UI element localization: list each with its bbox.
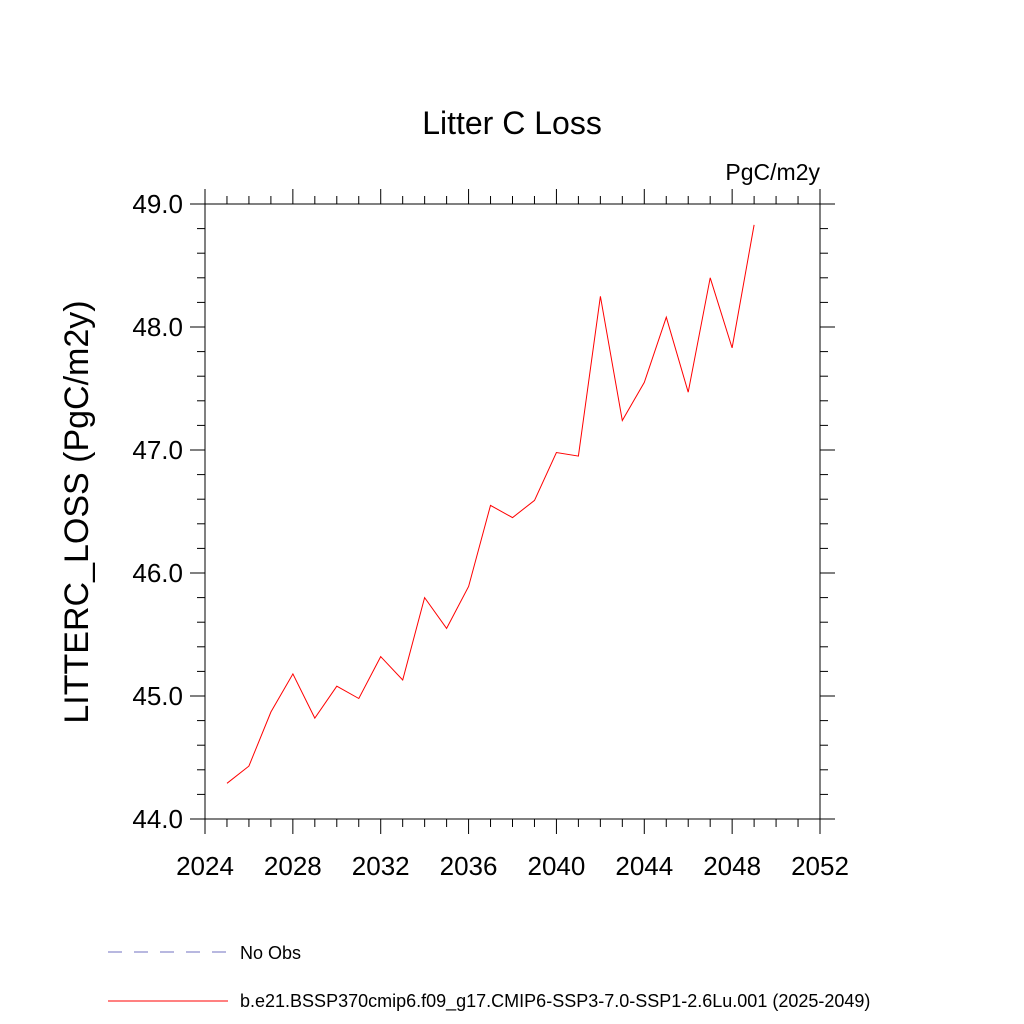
x-tick-label: 2048 [703,851,761,881]
legend-label: b.e21.BSSP370cmip6.f09_g17.CMIP6-SSP3-7.… [240,991,870,1012]
legend-item-no-obs: No Obs [108,943,301,963]
y-tick-label: 45.0 [132,681,183,711]
y-tick-label: 46.0 [132,558,183,588]
legend: No Obs b.e21.BSSP370cmip6.f09_g17.CMIP6-… [108,943,870,1012]
plot-frame [204,203,821,820]
y-tick-labels: 44.0 45.0 46.0 47.0 48.0 49.0 [132,189,183,834]
series-line [226,224,755,784]
x-tick-label: 2028 [264,851,322,881]
legend-label: No Obs [240,943,301,963]
y-tick-label: 48.0 [132,312,183,342]
x-tick-label: 2052 [791,851,849,881]
x-tick-labels: 2024 2028 2032 2036 2040 2044 2048 2052 [176,851,849,881]
series-layer [226,224,755,784]
chart-title: Litter C Loss [422,105,602,141]
y-tick-label: 49.0 [132,189,183,219]
x-tick-label: 2024 [176,851,234,881]
x-tick-label: 2032 [352,851,410,881]
x-tick-label: 2040 [528,851,586,881]
axis-ticks [190,189,835,834]
plot-area: 2024 2028 2032 2036 2040 2044 2048 2052 44.0 45.… [132,189,849,881]
y-tick-label: 47.0 [132,435,183,465]
y-axis-label: LITTERC_LOSS (PgC/m2y) [58,300,96,723]
x-tick-label: 2044 [615,851,673,881]
legend-item-model-run: b.e21.BSSP370cmip6.f09_g17.CMIP6-SSP3-7.… [108,991,870,1012]
y-tick-label: 44.0 [132,804,183,834]
units-label: PgC/m2y [725,159,820,185]
x-tick-label: 2036 [440,851,498,881]
